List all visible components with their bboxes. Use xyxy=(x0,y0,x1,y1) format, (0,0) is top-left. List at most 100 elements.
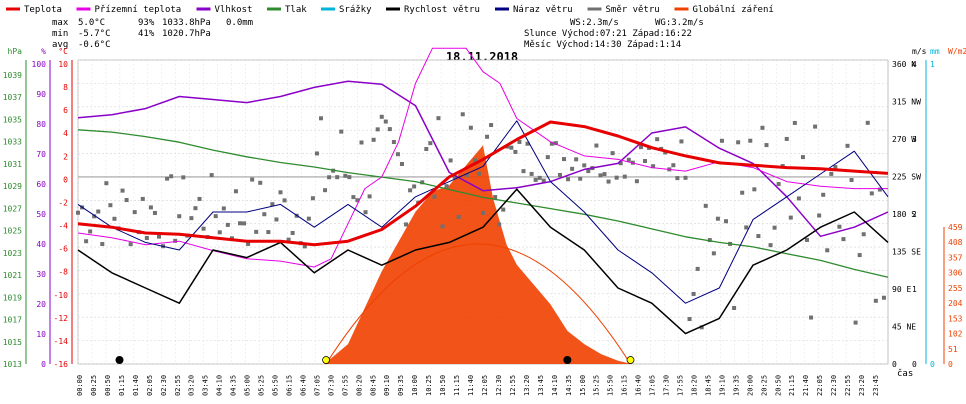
axes: hPa1039103710351033103110291027102510231… xyxy=(3,47,966,396)
x-tick-23: 09:35 xyxy=(397,375,405,396)
series-temperature xyxy=(77,120,889,247)
wind-direction-point-111 xyxy=(525,141,530,146)
axis-wind-speed: m/s 4 3 2 1 0 xyxy=(912,47,927,369)
wind-direction-point-125 xyxy=(582,163,587,168)
wind-direction-point-138 xyxy=(634,179,639,184)
wind-direction-point-43 xyxy=(250,177,255,182)
wind-direction-point-62 xyxy=(327,175,332,180)
axis-radiation-tick-6: 153 xyxy=(948,314,963,323)
wind-direction-point-5 xyxy=(96,209,101,214)
axis-humidity-unit: % xyxy=(41,47,46,56)
x-tick-12: 05:00 xyxy=(244,375,252,396)
series-pressure xyxy=(77,129,889,278)
wind-direction-point-171 xyxy=(768,243,773,248)
wind-direction-point-165 xyxy=(744,225,749,230)
stats-min-label: min xyxy=(52,29,68,39)
wind-direction-point-83 xyxy=(412,184,417,189)
stats-avg-label: avg xyxy=(52,40,68,50)
axis-wind-direction-tick-3: 225 SW xyxy=(892,173,921,182)
wind-direction-point-41 xyxy=(242,221,247,226)
axis-temperature-tick-8: -6 xyxy=(58,245,68,254)
wind-direction-point-97 xyxy=(468,125,473,130)
axis-temperature-tick-5: 0 xyxy=(63,175,68,184)
x-tick-20: 08:20 xyxy=(355,375,363,396)
x-tick-8: 03:20 xyxy=(188,375,196,396)
axis-humidity-tick-5: 50 xyxy=(36,210,46,219)
axis-pressure-tick-12: 1015 xyxy=(3,338,22,347)
wind-direction-point-89 xyxy=(436,116,441,121)
x-tick-37: 15:25 xyxy=(593,375,601,396)
axis-pressure-tick-11: 1017 xyxy=(3,316,22,325)
wind-direction-point-153 xyxy=(695,266,700,271)
wind-direction-point-42 xyxy=(246,241,251,246)
axis-wind-direction-tick-2: 270 W xyxy=(892,135,916,144)
axis-rain-tick-0: 1 xyxy=(930,60,935,69)
wind-direction-point-70 xyxy=(359,140,364,145)
wind-direction-point-87 xyxy=(428,141,433,146)
wind-direction-point-86 xyxy=(424,147,429,152)
wind-direction-point-136 xyxy=(626,157,631,162)
wind-direction-point-35 xyxy=(217,230,222,235)
wind-direction-point-28 xyxy=(189,216,194,221)
wind-direction-point-18 xyxy=(148,205,153,210)
x-tick-19: 07:55 xyxy=(341,375,349,396)
wind-direction-point-56 xyxy=(302,244,307,249)
axis-radiation-tick-0: 459 xyxy=(948,223,963,232)
wind-direction-point-184 xyxy=(821,192,826,197)
axis-humidity-tick-3: 70 xyxy=(36,150,46,159)
wind-direction-point-168 xyxy=(756,234,761,239)
wind-direction-point-108 xyxy=(513,149,518,154)
wind-direction-point-124 xyxy=(578,176,583,181)
wind-direction-point-151 xyxy=(687,317,692,322)
x-tick-47: 19:35 xyxy=(732,375,740,396)
wind-direction-point-64 xyxy=(335,175,340,180)
wind-direction-point-188 xyxy=(837,224,842,229)
x-tick-32: 13:20 xyxy=(523,375,531,396)
stats-max-label: max xyxy=(52,18,69,28)
x-tick-39: 16:15 xyxy=(621,375,629,396)
wind-direction-point-183 xyxy=(817,213,822,218)
x-tick-10: 04:10 xyxy=(216,375,224,396)
wind-direction-point-117 xyxy=(549,141,554,146)
wind-direction-point-60 xyxy=(319,116,323,121)
x-tick-45: 18:45 xyxy=(704,375,712,396)
stats-avg-temp: -0.6°C xyxy=(78,40,111,50)
wind-direction-point-98 xyxy=(472,158,477,163)
wind-direction-point-148 xyxy=(675,176,680,181)
stats-min-hum: 41% xyxy=(138,29,155,39)
wind-direction-point-48 xyxy=(270,202,275,207)
legend-label-8: Globální záření xyxy=(693,5,774,15)
series-wind-speed xyxy=(77,188,889,335)
axis-rain: mm 1 0 xyxy=(930,47,940,369)
wind-direction-point-135 xyxy=(622,174,627,179)
wind-direction-point-149 xyxy=(679,139,684,144)
axis-pressure: hPa 1039 1037 1035 1033 1031 1029 1027 1025 1023 1… xyxy=(3,47,22,369)
axis-pressure-unit: hPa xyxy=(8,47,23,56)
x-tick-35: 14:35 xyxy=(565,375,573,396)
wind-direction-point-47 xyxy=(266,230,271,235)
axis-humidity-tick-2: 80 xyxy=(36,120,46,129)
legend-label-5: Rychlost větru xyxy=(404,5,480,15)
wind-direction-point-190 xyxy=(845,143,850,148)
axis-temperature-unit: °C xyxy=(58,47,68,56)
wind-direction-point-186 xyxy=(829,171,834,176)
x-tick-41: 17:05 xyxy=(649,375,657,396)
x-tick-48: 20:00 xyxy=(746,375,754,396)
wind-direction-point-96 xyxy=(464,173,469,178)
wind-direction-point-3 xyxy=(88,229,93,234)
axis-temperature-tick-2: 6 xyxy=(63,106,68,115)
x-tick-16: 06:40 xyxy=(299,375,307,396)
axis-temperature-tick-0: 10 xyxy=(58,60,68,69)
axis-temperature-tick-13: -16 xyxy=(54,360,69,369)
series-wind-gust xyxy=(77,120,889,304)
info-panel: WS:2.3m/s WG:3.2m/s Slunce Východ:07:21 … xyxy=(524,18,704,50)
wind-direction-point-179 xyxy=(800,155,805,160)
wind-direction-point-13 xyxy=(128,242,133,247)
x-axis-ticks: 00:00 00:25 00:50 01:15 01:40 02:05 02:30 02:55… xyxy=(76,375,880,396)
wind-direction-point-77 xyxy=(387,127,392,132)
axis-radiation-tick-7: 102 xyxy=(948,330,963,339)
wind-direction-point-79 xyxy=(395,152,400,157)
wind-direction-point-134 xyxy=(618,161,623,166)
axis-pressure-tick-5: 1029 xyxy=(3,182,22,191)
